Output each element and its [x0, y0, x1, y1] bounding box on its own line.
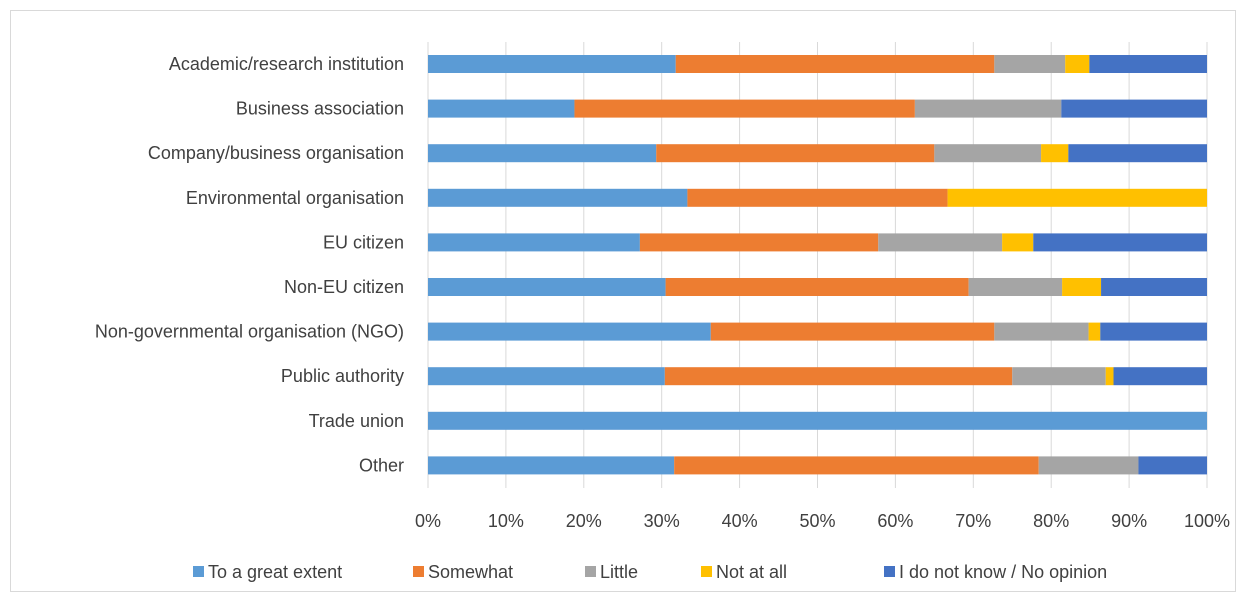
legend-label: To a great extent: [208, 562, 342, 582]
category-label: Public authority: [281, 366, 404, 386]
bar-segment: [1089, 55, 1207, 73]
bar-segment: [878, 233, 1003, 252]
bar-segment: [428, 144, 657, 163]
bar-segment: [947, 188, 1207, 207]
x-tick-label: 0%: [415, 511, 441, 531]
bar-segment: [665, 278, 969, 296]
category-label: Trade union: [309, 411, 404, 431]
x-tick-label: 40%: [722, 511, 758, 531]
bar-segment: [428, 456, 675, 475]
bar-segment: [428, 367, 665, 386]
bar-segment: [674, 456, 1039, 475]
legend-swatch: [193, 566, 204, 577]
legend-swatch: [585, 566, 596, 577]
category-label: Environmental organisation: [186, 188, 404, 208]
category-label: Non-EU citizen: [284, 277, 404, 297]
bar-segment: [710, 322, 995, 341]
bars: [428, 55, 1207, 475]
bar-segment: [1041, 144, 1069, 163]
bar-segment: [664, 367, 1013, 386]
x-tick-label: 30%: [644, 511, 680, 531]
x-tick-label: 10%: [488, 511, 524, 531]
legend-swatch: [884, 566, 895, 577]
category-label: EU citizen: [323, 232, 404, 252]
legend: To a great extent Somewhat Little Not at al…: [193, 562, 1107, 582]
x-tick-label: 80%: [1033, 511, 1069, 531]
legend-label: Not at all: [716, 562, 787, 582]
bar-segment: [428, 188, 688, 207]
bar-segment: [1113, 367, 1207, 386]
bar-segment: [574, 99, 915, 118]
bar-segment: [1061, 99, 1207, 118]
bar-segment: [1068, 144, 1207, 163]
bar-segment: [1033, 233, 1207, 252]
category-label: Business association: [236, 99, 404, 119]
category-label: Academic/research institution: [169, 54, 404, 74]
legend-swatch: [413, 566, 424, 577]
x-tick-label: 70%: [955, 511, 991, 531]
x-tick-label: 100%: [1184, 511, 1230, 531]
bar-segment: [687, 188, 948, 207]
category-label: Non-governmental organisation (NGO): [95, 322, 404, 342]
x-tick-label: 90%: [1111, 511, 1147, 531]
bar-segment: [428, 55, 676, 73]
legend-label: Somewhat: [428, 562, 513, 582]
bar-segment: [428, 411, 1207, 430]
bar-segment: [1138, 456, 1207, 475]
legend-label: I do not know / No opinion: [899, 562, 1107, 582]
x-axis-ticks: 0% 10% 20% 30% 40% 50% 60% 70% 80% 90% 100%: [415, 511, 1230, 531]
bar-segment: [639, 233, 879, 252]
bar-segment: [968, 278, 1063, 296]
bar-segment: [994, 322, 1089, 341]
x-tick-label: 20%: [566, 511, 602, 531]
category-labels: Academic/research institution Business as…: [95, 54, 404, 475]
bar-segment: [428, 99, 575, 118]
category-label: Company/business organisation: [148, 143, 404, 163]
bar-segment: [1065, 55, 1090, 73]
bar-segment: [1100, 322, 1207, 341]
legend-swatch: [701, 566, 712, 577]
bar-segment: [1038, 456, 1139, 475]
bar-segment: [428, 322, 711, 341]
bar-segment: [914, 99, 1062, 118]
x-tick-label: 50%: [799, 511, 835, 531]
bar-segment: [934, 144, 1042, 163]
bar-segment: [675, 55, 995, 73]
bar-segment: [428, 278, 666, 296]
bar-segment: [1002, 233, 1034, 252]
bar-segment: [1012, 367, 1106, 386]
bar-segment: [656, 144, 935, 163]
bar-segment: [1088, 322, 1101, 341]
legend-label: Little: [600, 562, 638, 582]
bar-segment: [1101, 278, 1207, 296]
bar-segment: [994, 55, 1066, 73]
category-label: Other: [359, 455, 404, 475]
x-tick-label: 60%: [877, 511, 913, 531]
bar-segment: [1062, 278, 1102, 296]
bar-segment: [1105, 367, 1114, 386]
bar-segment: [428, 233, 640, 252]
